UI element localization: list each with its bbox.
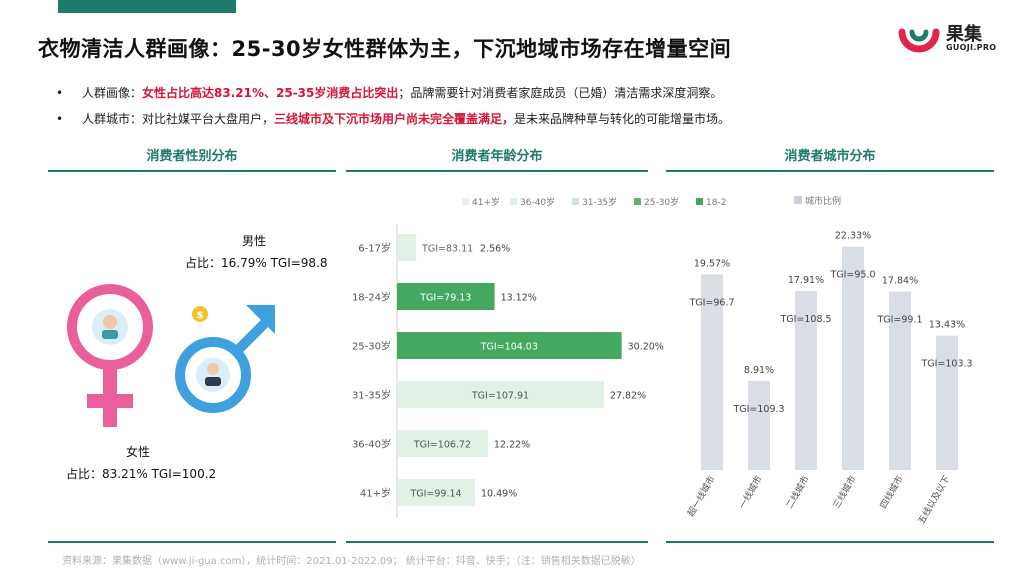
- bullet-city: 人群城市：对比社媒平台大盘用户，三线城市及下沉市场用户尚未完全覆盖满足，是未来品…: [52, 106, 730, 132]
- city-bar: [936, 335, 958, 470]
- age-tgi-label: TGI=99.14: [409, 489, 461, 500]
- legend-swatch: [634, 198, 641, 205]
- age-bar: [397, 283, 495, 310]
- city-category-label: 一线城市: [736, 474, 764, 511]
- age-tgi-label: TGI=83.11: [421, 244, 473, 255]
- section-divider-city: [666, 170, 994, 172]
- age-value-label: 27.82%: [610, 391, 646, 402]
- age-tgi-label: TGI=104.03: [480, 342, 538, 353]
- section-title-gender: 消费者性别分布: [146, 149, 238, 164]
- city-category-label: 五线以及以下: [915, 474, 952, 527]
- age-bar: [397, 234, 417, 261]
- male-symbol-icon: [175, 305, 275, 413]
- legend-label: 25-30岁: [644, 196, 679, 208]
- male-stat: 占比：16.79% TGI=98.8: [185, 256, 328, 270]
- age-tgi-label: TGI=79.13: [419, 293, 471, 304]
- legend-swatch: [696, 198, 703, 205]
- svg-text:$: $: [197, 310, 204, 321]
- city-bar: [701, 274, 723, 470]
- bullet-persona-rest: ；品牌需要针对消费者家庭成员（已婚）清洁需求深度洞察。: [398, 86, 723, 100]
- city-bar: [748, 380, 770, 470]
- age-value-label: 10.49%: [481, 489, 517, 500]
- age-value-label: 30.20%: [628, 342, 664, 353]
- bullet-city-highlight: 三线城市及下沉市场用户尚未完全覆盖满足，: [274, 112, 515, 126]
- city-value-label: 13.43%: [929, 320, 965, 331]
- city-tgi-label: TGI=95.0: [829, 270, 875, 281]
- city-value-label: 8.91%: [744, 365, 774, 376]
- age-bar: [397, 332, 622, 359]
- age-category-label: 6-17岁: [358, 242, 391, 255]
- city-category-label: 超一线城市: [685, 474, 718, 519]
- city-value-label: 17.91%: [788, 275, 824, 286]
- brand-logo: 果集 GUOJI.PRO: [898, 18, 1008, 58]
- bullet-city-label: 人群城市：对比社媒平台大盘用户，: [82, 112, 275, 126]
- city-bar: [889, 291, 911, 470]
- age-bar: [397, 381, 604, 408]
- age-category-label: 18-24岁: [352, 291, 391, 304]
- city-bar: [795, 290, 817, 470]
- age-value-label: 2.56%: [480, 244, 510, 255]
- section-divider-gender: [48, 170, 336, 172]
- legend-swatch: [510, 198, 517, 205]
- section-title-city: 消费者城市分布: [784, 149, 876, 164]
- bullet-persona: 人群画像：女性占比高达83.21%、25-35岁消费占比突出；品牌需要针对消费者…: [52, 80, 730, 106]
- gender-symbols: $: [67, 284, 275, 427]
- age-value-label: 12.22%: [494, 440, 530, 451]
- female-stat: 占比：83.21% TGI=100.2: [66, 467, 217, 481]
- city-tgi-label: TGI=109.3: [732, 404, 784, 415]
- age-tgi-label: TGI=107.91: [471, 391, 529, 402]
- legend-label: 31-35岁: [582, 196, 617, 208]
- legend-label: 18-2: [706, 198, 726, 208]
- summary-bullets: 人群画像：女性占比高达83.21%、25-35岁消费占比突出；品牌需要针对消费者…: [52, 80, 730, 132]
- legend-label: 36-40岁: [520, 196, 555, 208]
- section-title-age: 消费者年龄分布: [451, 149, 543, 164]
- city-category-label: 四线城市: [877, 474, 905, 511]
- footer-source: 资料来源：果集数据（www.ji-gua.com），统计时间：2021.01-2…: [62, 556, 641, 567]
- legend-swatch: [462, 198, 469, 205]
- male-title: 男性: [242, 234, 267, 248]
- age-tgi-label: TGI=106.72: [413, 440, 471, 451]
- page-title: 衣物清洁人群画像：25-30岁女性群体为主，下沉地域市场存在增量空间: [38, 37, 732, 61]
- bullet-persona-label: 人群画像：: [82, 86, 143, 100]
- age-category-label: 36-40岁: [352, 438, 391, 451]
- bullet-city-rest: 是未来品牌种草与转化的可能增量市场。: [514, 112, 731, 126]
- age-category-label: 25-30岁: [352, 340, 391, 353]
- logo-text-cn: 果集: [946, 24, 982, 45]
- city-category-label: 三线城市: [830, 474, 858, 511]
- footer-divider-middle: [346, 541, 648, 543]
- female-title: 女性: [126, 445, 151, 459]
- female-symbol-icon: [67, 284, 153, 427]
- city-category-label: 二线城市: [783, 474, 811, 511]
- city-value-label: 17.84%: [882, 276, 918, 287]
- city-value-label: 22.33%: [835, 231, 871, 242]
- age-category-label: 41+岁: [360, 487, 391, 500]
- age-category-label: 31-35岁: [352, 389, 391, 402]
- city-tgi-label: TGI=108.5: [779, 314, 831, 325]
- section-divider-age: [346, 170, 648, 172]
- bullet-persona-highlight: 女性占比高达83.21%、25-35岁消费占比突出: [142, 86, 399, 100]
- legend-label: 41+岁: [472, 196, 500, 208]
- age-bar: [397, 479, 476, 506]
- legend-swatch: [572, 198, 579, 205]
- city-tgi-label: TGI=103.3: [920, 359, 972, 370]
- city-value-label: 19.57%: [694, 258, 730, 269]
- top-accent-bar: [58, 0, 236, 13]
- coin-icon: $: [192, 306, 208, 322]
- footer-divider-right: [666, 541, 994, 543]
- city-bar: [842, 246, 864, 470]
- footer-divider-left: [48, 541, 336, 543]
- age-bar: [397, 430, 488, 457]
- logo-mark-icon: [898, 28, 940, 53]
- city-tgi-label: TGI=99.1: [876, 315, 922, 326]
- age-value-label: 13.12%: [501, 293, 537, 304]
- city-tgi-label: TGI=96.7: [688, 297, 734, 308]
- logo-text-en: GUOJI.PRO: [946, 43, 997, 52]
- legend-label: 城市比例: [805, 195, 841, 207]
- legend-swatch: [794, 196, 802, 204]
